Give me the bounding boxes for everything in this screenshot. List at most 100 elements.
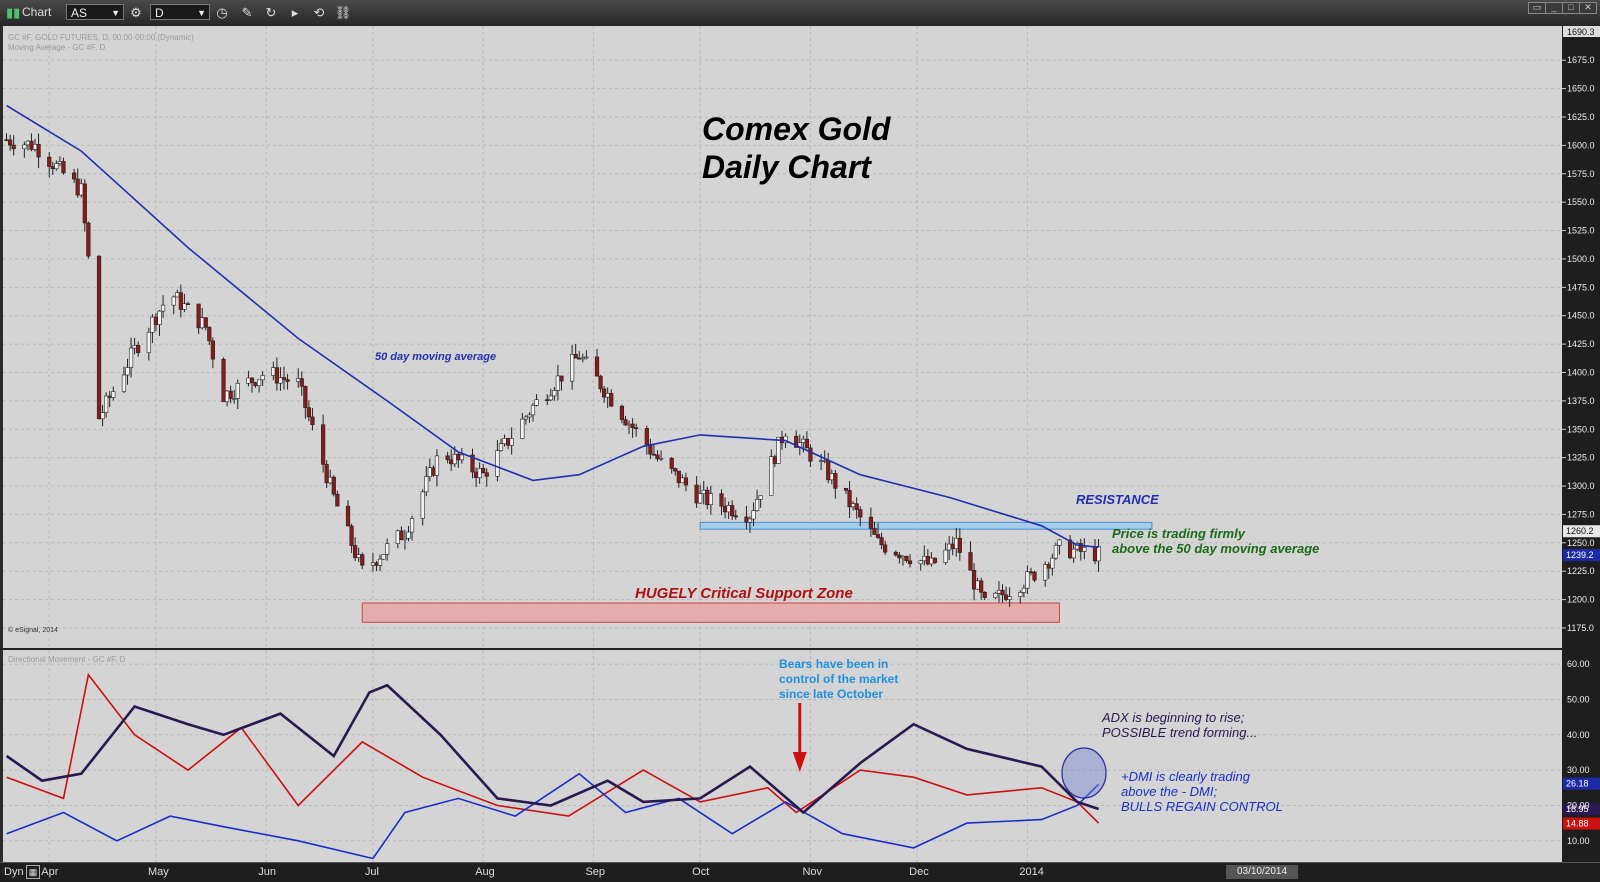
price-tick-label: 1500.0 xyxy=(1567,254,1595,264)
candle-down xyxy=(719,493,724,507)
candle-up xyxy=(22,144,27,150)
candle-up xyxy=(477,468,482,479)
candle-up xyxy=(708,493,713,506)
bears-arrow-head xyxy=(792,752,807,772)
calendar-icon[interactable]: ▦ xyxy=(26,865,40,879)
candle-up xyxy=(954,537,959,549)
candle-down xyxy=(872,528,877,535)
clock-icon[interactable]: ◷ xyxy=(216,5,228,20)
candle-up xyxy=(801,438,806,443)
play-icon[interactable]: ▸ xyxy=(291,5,299,20)
candle-down xyxy=(303,385,308,408)
link-icon[interactable]: ⛓ xyxy=(334,5,352,20)
candle-down xyxy=(281,377,287,380)
candle-down xyxy=(858,509,863,518)
candle-up xyxy=(523,416,528,420)
candle-down xyxy=(470,454,475,473)
candle-down xyxy=(481,468,486,473)
candle-up xyxy=(996,589,1002,594)
plus-dmi-value-label: 26.18 xyxy=(1566,779,1589,789)
symbol-input[interactable]: AS ▼ xyxy=(66,4,124,20)
pencil-icon[interactable]: ✎ xyxy=(241,5,253,20)
moving-average xyxy=(6,104,1099,549)
candle-down xyxy=(75,178,80,196)
candle-down xyxy=(879,537,884,546)
zones xyxy=(361,521,1153,623)
candle-up xyxy=(150,316,155,333)
candle-down xyxy=(676,470,681,484)
date-box[interactable]: 03/10/2014 xyxy=(1226,865,1298,879)
candle-down xyxy=(651,453,657,456)
month-label: Jul xyxy=(364,866,379,878)
restore-icon[interactable]: ▭ xyxy=(1528,2,1546,14)
candle-down xyxy=(136,344,141,354)
candle-up xyxy=(783,435,788,444)
candle-up xyxy=(296,378,301,382)
candle-up xyxy=(570,354,575,382)
candle-up xyxy=(235,382,240,399)
candle-down xyxy=(285,379,290,382)
candle-up xyxy=(1053,544,1058,559)
month-label: Oct xyxy=(692,866,710,878)
candle-up xyxy=(552,390,557,397)
last-price-label: 1260.2 xyxy=(1566,526,1594,536)
candle-down xyxy=(609,392,614,407)
adx-value-label: 18.95 xyxy=(1566,804,1589,814)
candle-down xyxy=(72,172,77,180)
history-icon[interactable]: ⟲ xyxy=(313,5,325,20)
candle-up xyxy=(520,418,525,439)
month-label: May xyxy=(147,866,169,878)
candle-down xyxy=(594,356,600,377)
minimize-icon[interactable]: _ xyxy=(1545,2,1563,14)
candle-down xyxy=(299,378,304,387)
indicator-axis-labels: 10.00 20.00 30.00 40.00 50.00 60.00 xyxy=(1567,659,1590,846)
candle-up xyxy=(459,454,464,461)
candle-down xyxy=(875,534,881,538)
candle-down xyxy=(722,505,728,513)
candle-up xyxy=(900,556,906,559)
price-tick-label: 1675.0 xyxy=(1567,55,1595,65)
candle-up xyxy=(548,395,553,401)
candle-up xyxy=(822,460,827,462)
candle-down xyxy=(669,457,674,469)
candle-up xyxy=(1021,587,1026,593)
candle-down xyxy=(968,552,973,571)
candle-up xyxy=(495,450,500,477)
settings-icon[interactable]: ⚙ xyxy=(130,5,142,20)
candle-down xyxy=(29,140,34,150)
candle-down xyxy=(306,407,312,418)
top-price-box xyxy=(1563,26,1600,37)
candle-up xyxy=(1096,546,1101,562)
candle-down xyxy=(449,459,454,465)
candle-up xyxy=(57,161,63,164)
candle-up xyxy=(121,374,127,392)
candle-up xyxy=(370,562,376,566)
candle-down xyxy=(349,525,354,546)
close-icon[interactable]: ✕ xyxy=(1579,2,1597,14)
interval-input[interactable]: D ▼ xyxy=(150,4,210,20)
candle-up xyxy=(406,531,411,539)
indicator-tick-label: 10.00 xyxy=(1567,836,1590,846)
candle-down xyxy=(1092,547,1098,562)
interval-dropdown-icon[interactable]: ▼ xyxy=(197,8,206,18)
candle-up xyxy=(527,414,532,418)
candle-up xyxy=(751,510,756,520)
candle-down xyxy=(274,367,279,384)
candle-down xyxy=(210,340,215,360)
maximize-icon[interactable]: □ xyxy=(1562,2,1580,14)
ma-line xyxy=(6,104,1099,549)
symbol-value: AS xyxy=(71,6,88,20)
candle-down xyxy=(957,537,962,553)
candle-down xyxy=(36,143,41,158)
candle-up xyxy=(402,537,408,541)
indicator-tick-label: 30.00 xyxy=(1567,765,1590,775)
candle-up xyxy=(580,357,585,360)
refresh-icon[interactable]: ↻ xyxy=(265,5,277,20)
price-tick-label: 1325.0 xyxy=(1567,453,1595,463)
symbol-dropdown-icon[interactable]: ▼ xyxy=(111,8,120,18)
chart-header-line: Moving Average - GC #F, D xyxy=(8,43,105,52)
dyn-label[interactable]: Dyn xyxy=(4,866,24,878)
candle-down xyxy=(203,317,208,328)
interval-value: D xyxy=(155,6,164,20)
candle-up xyxy=(534,399,539,406)
